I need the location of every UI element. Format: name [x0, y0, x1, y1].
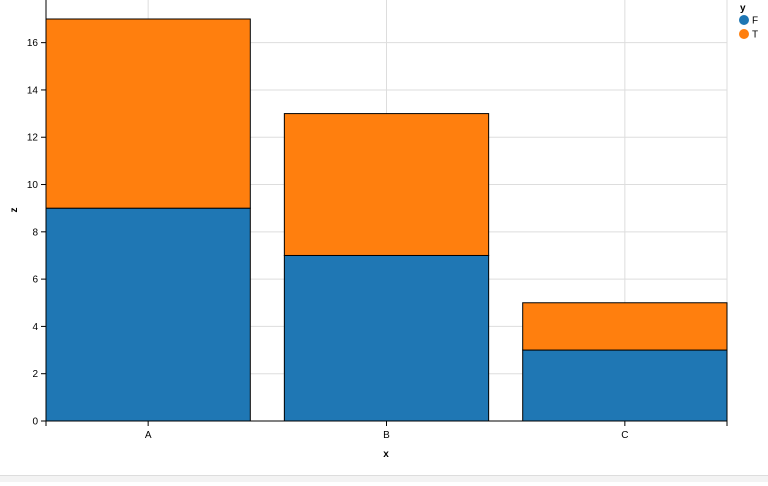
legend-label-T: T [752, 30, 758, 41]
bar-A-F [45, 207, 251, 422]
x-tick-label: A [145, 430, 152, 441]
legend-swatch-T [739, 29, 749, 39]
bottom-scrollbar-area [0, 475, 768, 482]
bar-B-T [283, 113, 490, 256]
y-tick-label: 10 [27, 180, 39, 191]
x-axis-title: x [383, 449, 389, 460]
bar-C-T [522, 302, 728, 351]
bar-A-T [45, 18, 251, 209]
legend: y FT [739, 3, 758, 41]
bar-C-F [522, 349, 728, 422]
y-tick-label: 14 [27, 85, 39, 96]
y-tick-label: 4 [32, 322, 38, 333]
y-tick-label: 12 [27, 133, 39, 144]
x-tick-label: C [621, 430, 628, 441]
y-tick-label: 6 [32, 275, 38, 286]
bars [45, 18, 728, 422]
legend-title: y [740, 3, 746, 14]
y-tick-label: 0 [32, 417, 38, 428]
y-tick-label: 16 [27, 38, 39, 49]
bar-B-F [283, 254, 490, 422]
legend-swatch-F [739, 15, 749, 25]
legend-label-F: F [752, 16, 758, 27]
x-tick-label: B [383, 430, 390, 441]
y-tick-label: 8 [32, 227, 38, 238]
y-tick-label: 2 [32, 369, 38, 380]
y-axis-title: z [9, 208, 20, 213]
axes: x z 0 2 4 6 8 10 12 14 16 A B C [9, 0, 728, 460]
